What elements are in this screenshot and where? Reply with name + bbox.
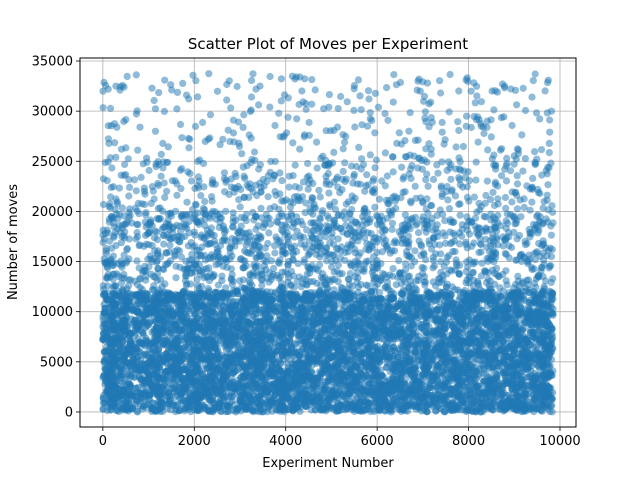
data-points	[99, 70, 557, 416]
